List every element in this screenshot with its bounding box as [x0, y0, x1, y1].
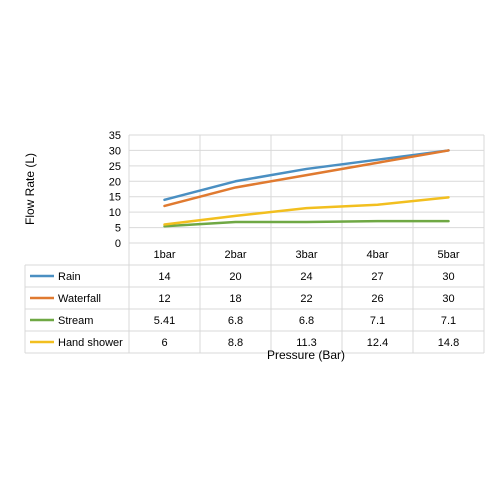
- series-line-rain: [163, 149, 450, 202]
- data-label: 30: [442, 293, 454, 305]
- legend-label: Waterfall: [58, 293, 101, 305]
- data-label: 14: [158, 271, 170, 283]
- data-table: 1bar 2bar 3bar 4bar 5bar Rain 14 20 24 27 30 Waterf…: [24, 242, 484, 354]
- y-tick-label: 25: [109, 161, 121, 173]
- data-label: 5.41: [154, 315, 175, 327]
- data-label: 14.8: [438, 337, 459, 349]
- series-lines: [163, 149, 450, 228]
- legend-label: Stream: [58, 315, 93, 327]
- x-tick-label: 2bar: [224, 249, 246, 261]
- x-tick-label: 4bar: [366, 249, 388, 261]
- y-tick-label: 0: [115, 238, 121, 250]
- data-label: 12: [158, 293, 170, 305]
- legend-label: Rain: [58, 271, 81, 283]
- data-label: 6: [161, 337, 167, 349]
- data-label: 12.4: [367, 337, 388, 349]
- data-label: 7.1: [370, 315, 385, 327]
- data-label: 24: [300, 271, 312, 283]
- data-label: 20: [229, 271, 241, 283]
- x-tick-label: 3bar: [295, 249, 317, 261]
- data-label: 7.1: [441, 315, 456, 327]
- data-label: 11.3: [296, 337, 317, 349]
- y-tick-label: 30: [109, 145, 121, 157]
- y-tick-label: 15: [109, 192, 121, 204]
- x-tick-label: 5bar: [437, 249, 459, 261]
- data-label: 6.8: [299, 315, 314, 327]
- y-tick-label: 10: [109, 207, 121, 219]
- data-label: 26: [371, 293, 383, 305]
- y-tick-label: 35: [109, 130, 121, 142]
- data-label: 6.8: [228, 315, 243, 327]
- x-axis-label: Pressure (Bar): [267, 348, 345, 362]
- series-line-waterfall: [163, 149, 450, 208]
- legend-label: Hand shower: [58, 337, 123, 349]
- y-axis-label: Flow Rate (L): [23, 153, 37, 225]
- data-label: 18: [229, 293, 241, 305]
- gridlines: [128, 134, 485, 353]
- y-tick-label: 5: [115, 223, 121, 235]
- data-label: 8.8: [228, 337, 243, 349]
- x-tick-label: 1bar: [153, 249, 175, 261]
- data-label: 30: [442, 271, 454, 283]
- y-axis-ticks: 0 5 10 15 20 25 30 35: [109, 130, 121, 250]
- y-tick-label: 20: [109, 176, 121, 188]
- data-label: 27: [371, 271, 383, 283]
- data-label: 22: [300, 293, 312, 305]
- series-line-stream: [163, 219, 450, 228]
- series-line-hand-shower: [163, 196, 450, 226]
